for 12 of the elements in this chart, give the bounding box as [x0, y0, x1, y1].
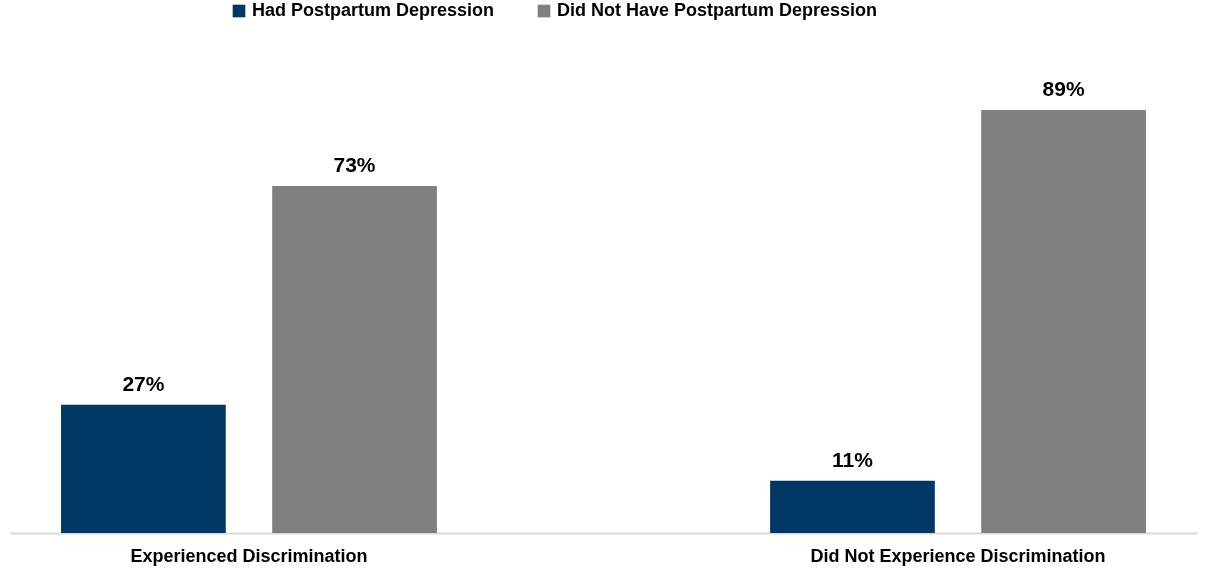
bar: [770, 480, 935, 533]
data-label: 27%: [122, 371, 165, 395]
data-label: 89%: [1042, 77, 1085, 100]
bar: [981, 110, 1146, 533]
legend-label: Had Postpartum Depression: [252, 0, 495, 20]
bar: [272, 186, 437, 533]
legend-label: Did Not Have Postpartum Depression: [557, 0, 878, 20]
bar: [61, 404, 226, 533]
data-label: 73%: [333, 153, 376, 177]
data-label: 11%: [832, 447, 874, 471]
x-tick-label: Experienced Discrimination: [130, 545, 368, 566]
x-tick-label: Did Not Experience Discrimination: [810, 545, 1106, 566]
